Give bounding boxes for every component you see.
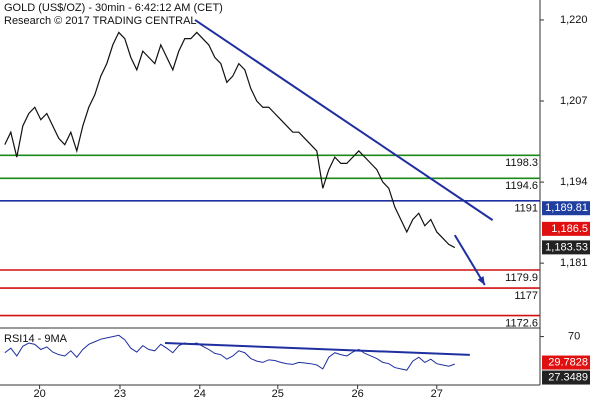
rsi-line (4, 334, 455, 371)
y-tick-label: 1,207 (560, 95, 588, 107)
price-line (4, 31, 456, 249)
price-tag-label: 1,186.5 (551, 223, 588, 235)
rsi-tag (542, 370, 590, 385)
rsi-tag (542, 355, 590, 370)
price-tag (542, 221, 590, 236)
rsi-tick-label: 70 (568, 330, 580, 342)
price-tag-label: 1,189.81 (545, 202, 588, 214)
arrow-head (477, 276, 485, 285)
y-tick-label: 1,194 (560, 176, 588, 188)
level-label: 1198.3 (505, 157, 538, 169)
level-label: 1172.6 (505, 317, 538, 329)
price-tag-label: 1,183.53 (545, 241, 588, 253)
rsi-trendline (164, 342, 470, 356)
level-label: 1177 (514, 290, 538, 302)
y-tick-label: 1,181 (560, 257, 588, 269)
x-tick-label: 27 (431, 388, 443, 400)
chart-subtitle: Research © 2017 TRADING CENTRAL (4, 15, 197, 27)
x-tick-label: 26 (351, 388, 363, 400)
x-tick-label: 25 (272, 388, 284, 400)
x-tick-label: 20 (33, 388, 45, 400)
level-label: 1194.6 (505, 180, 538, 192)
rsi-tag-label: 29.7828 (548, 356, 588, 368)
price-tag (542, 240, 590, 255)
level-label: 1179.9 (505, 272, 538, 284)
rsi-tag-label: 27.3489 (548, 371, 588, 383)
x-tick-label: 23 (114, 388, 126, 400)
rsi-label: RSI14 - 9MA (4, 333, 68, 345)
trendline (194, 19, 494, 221)
chart-title: GOLD (US$/OZ) - 30min - 6:42:12 AM (CET) (4, 2, 223, 14)
y-tick-label: 1,220 (560, 14, 588, 26)
level-label: 1191 (514, 203, 538, 215)
arrow (453, 234, 486, 286)
price-tag (542, 201, 590, 216)
x-tick-label: 24 (194, 388, 206, 400)
